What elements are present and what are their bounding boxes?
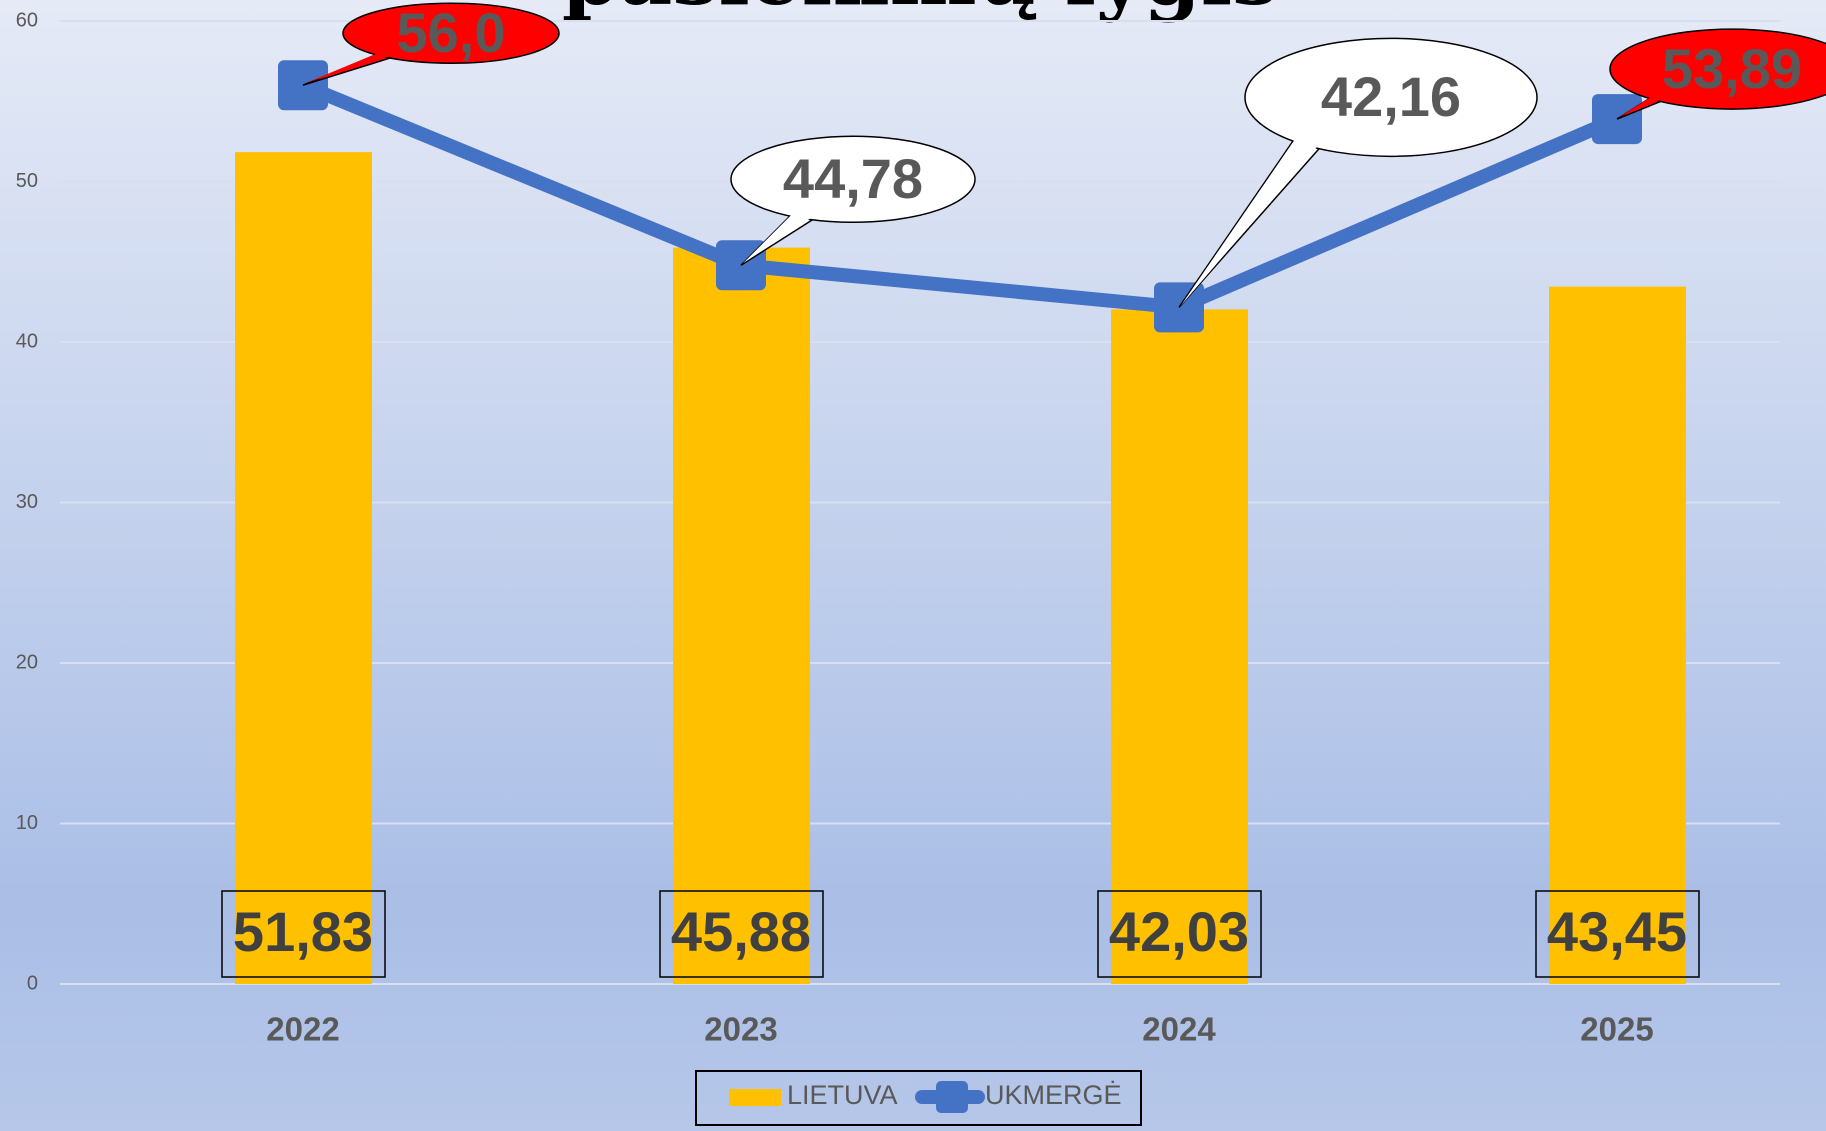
x-tick-label: 2022 <box>266 1011 339 1048</box>
legend-swatch <box>729 1089 781 1106</box>
data-label: 42,03 <box>1109 900 1249 963</box>
x-tick-label: 2025 <box>1580 1011 1653 1048</box>
data-label: 53,89 <box>1662 37 1802 100</box>
data-label-box <box>659 890 824 978</box>
data-label-box <box>221 890 386 978</box>
y-tick-label: 40 <box>16 330 38 352</box>
callout <box>730 135 976 224</box>
line <box>300 78 1620 315</box>
y-tick-label: 10 <box>16 812 38 834</box>
legend-label: LIETUVA <box>787 1080 898 1110</box>
callout-tail-cover <box>743 193 845 264</box>
data-label: 51,83 <box>233 900 373 963</box>
y-tick-label: 50 <box>16 170 38 192</box>
legend-marker <box>936 1081 968 1113</box>
bar <box>1549 286 1686 984</box>
data-label: 45,88 <box>671 900 811 963</box>
bar <box>1111 309 1248 985</box>
x-tick-label: 2024 <box>1142 1011 1216 1048</box>
data-label-box <box>1097 890 1262 978</box>
y-tick-label: 20 <box>16 651 38 673</box>
y-tick-label: 60 <box>16 9 38 31</box>
y-tick-label: 0 <box>27 972 38 994</box>
legend-label: UKMERGĖ <box>985 1079 1122 1110</box>
data-label: 56,0 <box>397 1 506 64</box>
bar <box>235 152 372 985</box>
callout-tail-cover <box>1619 71 1724 118</box>
legend-box <box>695 1070 1142 1126</box>
data-label-box <box>1535 890 1700 978</box>
x-tick-label: 2023 <box>704 1011 777 1048</box>
callout-tail-cover <box>305 37 444 84</box>
callout-tail-cover <box>1181 69 1381 306</box>
data-label: 44,78 <box>783 147 923 210</box>
data-label: 43,45 <box>1547 900 1687 963</box>
bar <box>673 247 810 985</box>
y-tick-label: 30 <box>16 491 38 513</box>
data-label: 42,16 <box>1321 65 1461 128</box>
